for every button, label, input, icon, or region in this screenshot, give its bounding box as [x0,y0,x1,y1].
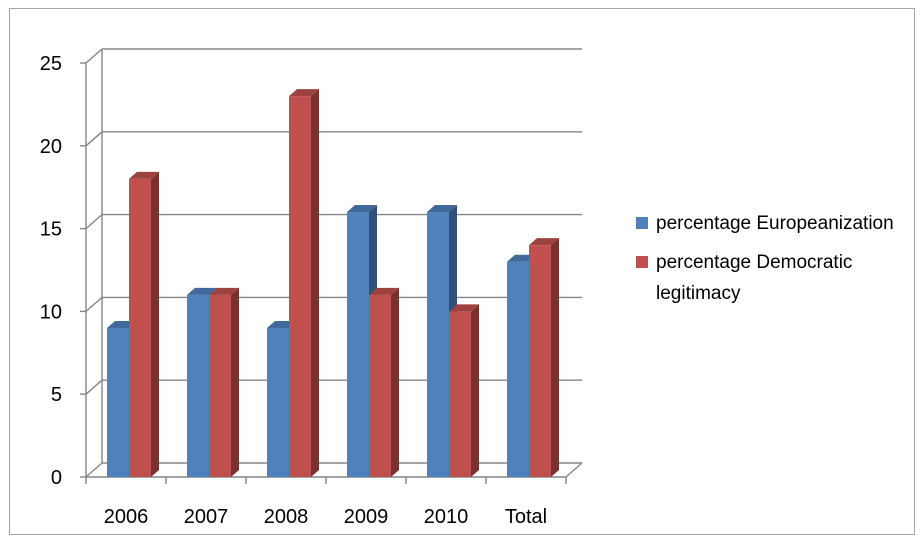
floor-edge [565,462,583,478]
y-tick-label: 10 [40,301,62,323]
bar-top [347,205,377,213]
gridline-depth [85,131,103,147]
bar-side [231,287,239,477]
legend-swatch-democratic-legitimacy [636,256,648,268]
y-tick-label: 15 [40,219,62,241]
bar-1-3 [369,294,391,477]
bar-1-1 [209,294,231,477]
bar-top [369,287,399,295]
x-tick-label: 2006 [104,506,149,528]
bar-top [289,89,319,97]
bar-side [151,171,159,478]
legend: percentage Europeanization percentage De… [636,208,906,317]
x-tick-label: 2010 [424,506,469,528]
bar-side [471,304,479,477]
bar-0-1 [187,294,209,477]
gridline-depth [85,214,103,230]
legend-label-democratic-legitimacy: percentage Democratic legitimacy [656,252,853,304]
legend-item-democratic-legitimacy: percentage Democratic legitimacy [636,247,906,309]
y-tick-label: 25 [40,53,62,75]
x-tick-label: Total [505,506,547,528]
bar-0-5 [507,261,529,477]
bar-0-0 [107,327,129,477]
legend-swatch-europeanization [636,217,648,229]
chart-frame [9,8,915,535]
x-tick-label: 2008 [264,506,309,528]
gridline-depth [85,296,103,312]
bar-top [529,238,559,246]
bar-side [391,287,399,477]
bar-top [187,287,217,295]
y-tick-label: 20 [40,136,62,158]
legend-item-europeanization: percentage Europeanization [636,208,906,239]
legend-label-europeanization: percentage Europeanization [656,213,894,234]
bar-0-2 [267,327,289,477]
bar-0-3 [347,212,369,478]
y-tick-label: 0 [51,467,62,489]
bar-side [311,89,319,478]
bar-1-5 [529,245,551,477]
bar-0-4 [427,212,449,478]
gridline-depth [85,379,103,395]
bar-top [449,304,479,312]
bar-1-2 [289,96,311,478]
bar-top [129,171,159,179]
bar-side [551,238,559,477]
x-tick-label: 2009 [344,506,389,528]
bar-top [209,287,239,295]
bar-1-4 [449,311,471,477]
x-tick-label: 2007 [184,506,229,528]
gridline-depth [85,462,103,478]
bar-top [427,205,457,213]
y-tick-label: 5 [51,384,62,406]
bar-1-0 [129,178,151,478]
gridline-depth [85,48,103,64]
